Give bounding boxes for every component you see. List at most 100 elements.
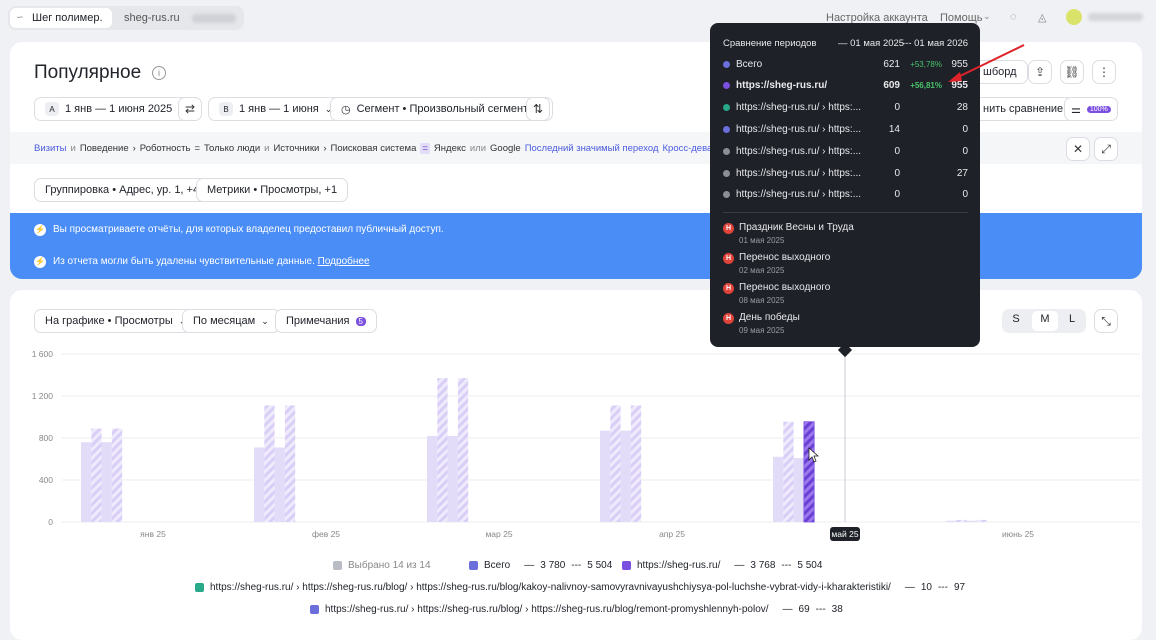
dashboard-text: шборд bbox=[983, 66, 1017, 78]
blurred-id bbox=[192, 14, 236, 23]
series-dot bbox=[723, 60, 730, 68]
series-dot bbox=[723, 191, 730, 199]
x-tick-label: мар 25 bbox=[485, 529, 512, 539]
holiday-name: Перенос выходного bbox=[739, 252, 831, 263]
fullscreen[interactable]: ⤡ bbox=[1094, 309, 1118, 333]
series-dot bbox=[723, 147, 730, 155]
bar bbox=[111, 428, 123, 522]
filter-token: › bbox=[323, 143, 327, 154]
size-option[interactable]: S bbox=[1012, 313, 1020, 325]
bar bbox=[101, 442, 112, 522]
tooltip-row: https://sheg-rus.ru/ › https:... 0 28 bbox=[723, 101, 968, 115]
filter-token[interactable]: Визиты bbox=[34, 143, 67, 154]
metrics-text: Метрики • Просмотры, +1 bbox=[207, 184, 338, 196]
period-a[interactable]: A1 янв — 1 июня 2025⌄ bbox=[34, 97, 197, 121]
counter-switch[interactable]: Шег полимер. ∽ sheg-rus.ru bbox=[8, 6, 244, 30]
filter-token[interactable]: Источники bbox=[273, 143, 320, 154]
info-icon[interactable]: i bbox=[152, 66, 166, 80]
tooltip-series-name: https://sheg-rus.ru/ › https:... bbox=[736, 145, 862, 157]
segment[interactable]: ◷Сегмент • Произвольный сегмент⌄ bbox=[330, 97, 553, 121]
legend-item[interactable]: Всего —3 780 --- 5 504 bbox=[469, 560, 612, 571]
grouping[interactable]: Группировка • Адрес, ур. 1, +4 bbox=[34, 178, 211, 202]
tooltip-delta: +53,78% bbox=[910, 59, 942, 69]
filter-token[interactable]: Google bbox=[490, 143, 521, 154]
tooltip-value-b: 955 bbox=[951, 58, 968, 70]
tooltip-value-b: 0 bbox=[962, 189, 968, 201]
tooltip-value-a: 0 bbox=[894, 145, 900, 157]
filter-token[interactable]: Кросс-девайс bbox=[662, 143, 723, 154]
tooltip-value-b: 28 bbox=[956, 102, 968, 114]
bell-icon[interactable]: ◬ bbox=[1038, 12, 1047, 24]
x-tick-label: янв 25 bbox=[140, 529, 166, 539]
legend-item[interactable]: https://sheg-rus.ru/—3 768 --- 5 504 bbox=[622, 560, 822, 571]
bar bbox=[783, 421, 794, 522]
size-option[interactable]: M bbox=[1032, 311, 1058, 331]
notes[interactable]: Примечания 5 bbox=[275, 309, 377, 333]
filter-token[interactable]: Поведение bbox=[79, 143, 129, 154]
counter-name[interactable]: Шег полимер. bbox=[10, 8, 112, 28]
filter-token[interactable]: Роботность bbox=[139, 143, 191, 154]
legend-name: Всего bbox=[484, 560, 511, 571]
legend-selected[interactable]: Выбрано 14 из 14 bbox=[333, 560, 431, 571]
bar bbox=[81, 442, 92, 522]
bar bbox=[956, 519, 967, 522]
bar bbox=[427, 435, 438, 522]
sampling[interactable]: ⚌ 100% bbox=[1064, 97, 1118, 121]
legend-name: https://sheg-rus.ru/ › https://sheg-rus.… bbox=[210, 582, 891, 593]
legend-total: 5 504 bbox=[797, 560, 823, 571]
tooltip-series-name: https://sheg-rus.ru/ › https:... bbox=[736, 102, 862, 114]
notice-text: Из отчета могли быть удалены чувствитель… bbox=[53, 256, 370, 267]
chart-metric[interactable]: На графике • Просмотры⌄ bbox=[34, 309, 198, 333]
x-tick-highlight bbox=[830, 527, 860, 541]
legend-total: 10 bbox=[920, 582, 932, 593]
series-dot bbox=[723, 169, 730, 177]
filter-token: = bbox=[420, 143, 430, 154]
bar bbox=[976, 519, 988, 522]
filter-token: и bbox=[70, 143, 76, 154]
swap-periods[interactable]: ⇄ bbox=[178, 97, 202, 121]
segment-compare[interactable]: ⇅ bbox=[526, 97, 550, 121]
size-option[interactable]: L bbox=[1068, 313, 1076, 325]
legend-name: https://sheg-rus.ru/ bbox=[637, 560, 721, 571]
more[interactable]: ⋮ bbox=[1092, 60, 1116, 84]
export[interactable]: ⇪ bbox=[1028, 60, 1052, 84]
account-settings[interactable]: Настройка аккаунта bbox=[826, 12, 928, 24]
notes-text: Примечания bbox=[286, 315, 350, 327]
holiday-badge: Н bbox=[723, 283, 734, 294]
filter-token[interactable]: Поисковая система bbox=[330, 143, 417, 154]
avatar[interactable] bbox=[1066, 9, 1082, 25]
expand-filters[interactable]: ⤢ bbox=[1094, 137, 1118, 161]
tooltip-value-b: 0 bbox=[962, 123, 968, 135]
holiday-badge: Н bbox=[723, 223, 734, 234]
x-tick-label: июнь 25 bbox=[1002, 529, 1034, 539]
chart-period[interactable]: По месяцам ⌄ bbox=[182, 309, 280, 333]
legend-item[interactable]: https://sheg-rus.ru/ › https://sheg-rus.… bbox=[195, 582, 965, 593]
annotation-arrow bbox=[948, 44, 1025, 82]
tooltip-value-a: 621 bbox=[883, 58, 900, 70]
filter-token[interactable]: Последний значимый переход bbox=[524, 143, 659, 154]
tooltip-value-a: 14 bbox=[888, 123, 900, 135]
legend-item[interactable]: https://sheg-rus.ru/ › https://sheg-rus.… bbox=[310, 604, 843, 615]
counter-icon: ∽ bbox=[16, 12, 24, 22]
chart-card: На графике • Просмотры⌄ По месяцам⌄ Прим… bbox=[10, 290, 1142, 640]
tooltip-series-name: https://sheg-rus.ru/ bbox=[736, 80, 828, 92]
metrics[interactable]: Метрики • Просмотры, +1 bbox=[196, 178, 349, 202]
tooltip-value-b: 955 bbox=[951, 80, 968, 92]
clear-filters[interactable]: ✕ bbox=[1066, 137, 1090, 161]
bar bbox=[274, 447, 285, 522]
filter-token[interactable]: Только люди bbox=[204, 143, 261, 154]
series-dot bbox=[723, 104, 730, 112]
legend-total: 3 780 bbox=[540, 560, 566, 571]
bar bbox=[620, 430, 631, 522]
help[interactable]: Помощь bbox=[940, 12, 983, 24]
legend-total: 69 bbox=[798, 604, 810, 615]
holiday-date: 08 мая 2025 bbox=[739, 296, 785, 305]
filter-token[interactable]: Яндекс bbox=[433, 143, 466, 154]
link[interactable]: ⛓ bbox=[1060, 60, 1084, 84]
series-dot bbox=[723, 82, 730, 90]
chart: 0 400 800 1 200 1 600 янв 25 фев 25 мар 25 апр 2… bbox=[32, 347, 1140, 541]
notice-more[interactable]: Подробнее bbox=[317, 256, 370, 267]
chat-icon[interactable]: ◌ bbox=[1010, 11, 1017, 23]
compare-button[interactable]: нить сравнение bbox=[970, 97, 1075, 121]
